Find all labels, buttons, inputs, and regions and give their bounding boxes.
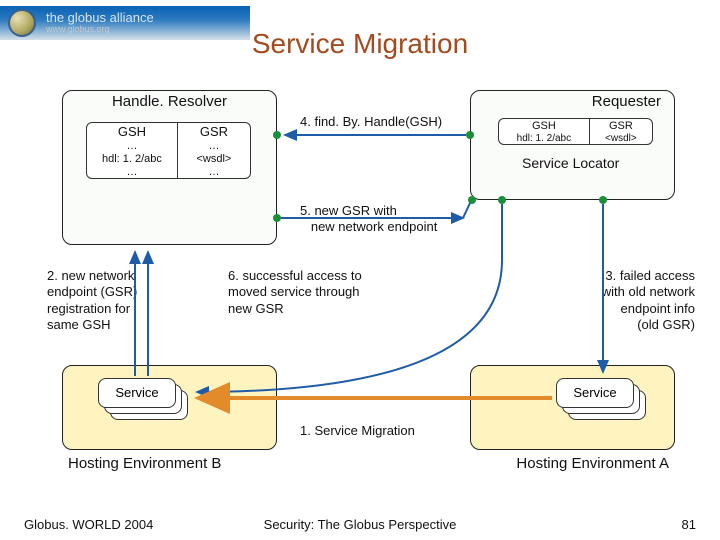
brand-title: the globus alliance [46,11,154,25]
resolver-r1c2: … [178,139,250,152]
resolver-col-gsr: GSR [178,123,250,139]
resolver-col-gsh: GSH [87,123,178,139]
step-4-label: 4. find. By. Handle(GSH) [300,114,442,130]
req-wsdl: <wsdl> [590,132,652,144]
footer-right: 81 [682,517,696,532]
step-2-label: 2. new network endpoint (GSR) registrati… [47,268,137,333]
resolver-r2c1: hdl: 1. 2/abc [87,152,178,165]
step-3-label: 3. failed access with old network endpoi… [565,268,695,333]
env-a-title: Hosting Environment A [470,455,675,472]
service-stack-b: Service [98,378,188,424]
resolver-title: Handle. Resolver [62,93,277,110]
svc-card-b-1: Service [98,378,176,408]
resolver-r3c1: … [87,165,178,178]
resolver-r3c2: … [178,165,250,178]
resolver-r2c2: <wsdl> [178,152,250,165]
req-gsh-label: GSH [499,119,590,132]
req-gsr-label: GSR [590,119,652,132]
resolver-table: GSH GSR … … hdl: 1. 2/abc <wsdl> … … [86,122,251,179]
requester-title: Requester [470,93,675,110]
footer-center: Security: The Globus Perspective [0,517,720,532]
step-6-label: 6. successful access to moved service th… [228,268,362,317]
page-title: Service Migration [0,28,720,60]
resolver-r1c1: … [87,139,178,152]
req-hdl: hdl: 1. 2/abc [499,132,590,144]
env-b-title: Hosting Environment B [62,455,277,472]
service-stack-a: Service [556,378,646,424]
step-1-label: 1. Service Migration [300,423,415,439]
requester-table: GSH GSR hdl: 1. 2/abc <wsdl> [498,118,653,145]
service-locator-caption: Service Locator [522,155,619,173]
step-5-label: 5. new GSR with new network endpoint [300,203,437,234]
svc-card-a-1: Service [556,378,634,408]
